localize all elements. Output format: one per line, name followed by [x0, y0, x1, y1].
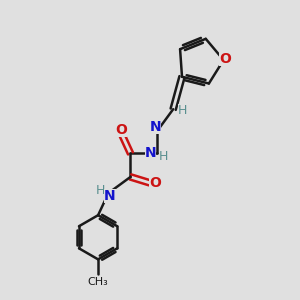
Text: N: N	[150, 120, 161, 134]
Text: H: H	[95, 184, 105, 197]
Text: H: H	[178, 104, 187, 117]
Text: N: N	[145, 146, 156, 161]
Text: O: O	[115, 123, 127, 137]
Text: O: O	[219, 52, 231, 66]
Text: CH₃: CH₃	[88, 277, 109, 287]
Text: O: O	[149, 176, 161, 190]
Text: H: H	[159, 150, 168, 163]
Text: N: N	[104, 189, 116, 203]
